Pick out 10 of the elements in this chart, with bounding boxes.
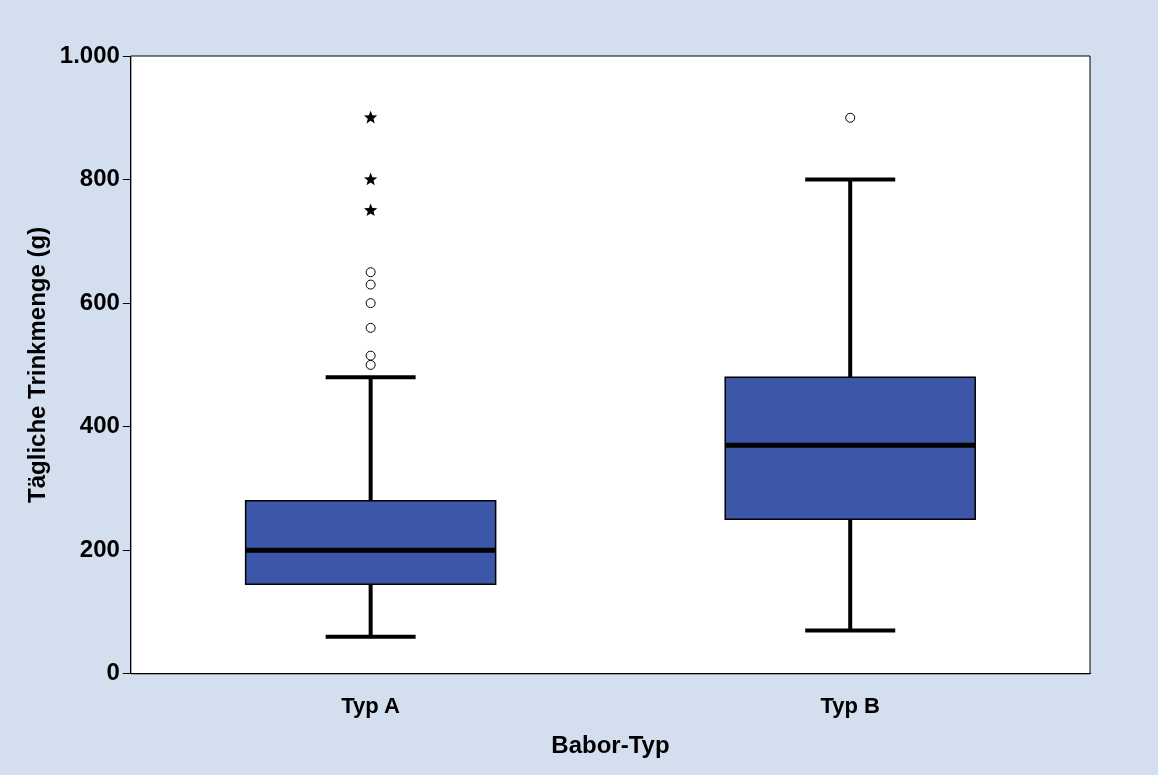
y-tick-label: 600 [79,287,120,315]
x-tick-label: Typ A [341,693,401,719]
y-tick-label: 400 [79,411,120,439]
x-axis-title: Babor-Typ [551,731,670,759]
y-tick-label: 1.000 [59,40,120,68]
y-tick-label: 0 [106,658,120,686]
x-tick-label: Typ B [820,693,880,719]
y-axis-title: Tägliche Trinkmenge (g) [23,226,51,503]
y-tick-label: 800 [79,164,120,192]
y-tick-label: 200 [79,534,120,562]
